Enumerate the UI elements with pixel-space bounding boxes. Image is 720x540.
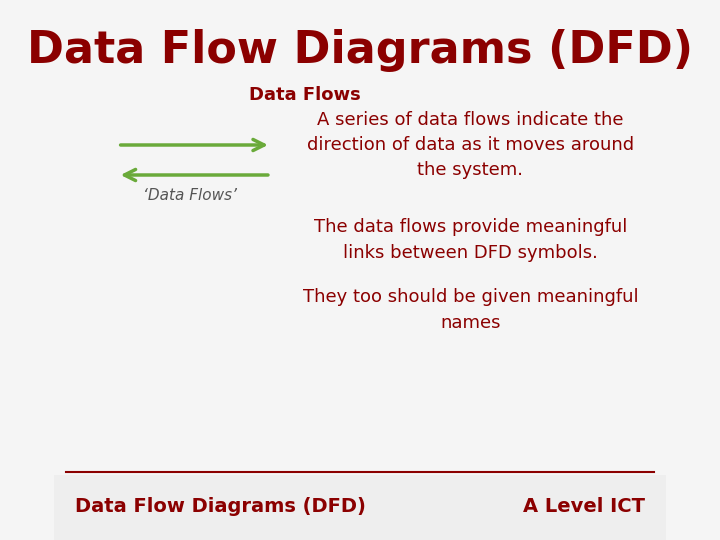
Text: A Level ICT: A Level ICT [523,497,644,516]
Text: ‘Data Flows’: ‘Data Flows’ [143,187,237,202]
Text: A series of data flows indicate the
direction of data as it moves around
the sys: A series of data flows indicate the dire… [307,111,634,179]
Text: Data Flow Diagrams (DFD): Data Flow Diagrams (DFD) [76,497,366,516]
Text: Data Flow Diagrams (DFD): Data Flow Diagrams (DFD) [27,29,693,71]
FancyBboxPatch shape [54,475,666,540]
Text: They too should be given meaningful
names: They too should be given meaningful name… [302,288,639,332]
Text: Data Flows: Data Flows [249,86,361,104]
Text: The data flows provide meaningful
links between DFD symbols.: The data flows provide meaningful links … [314,219,627,261]
